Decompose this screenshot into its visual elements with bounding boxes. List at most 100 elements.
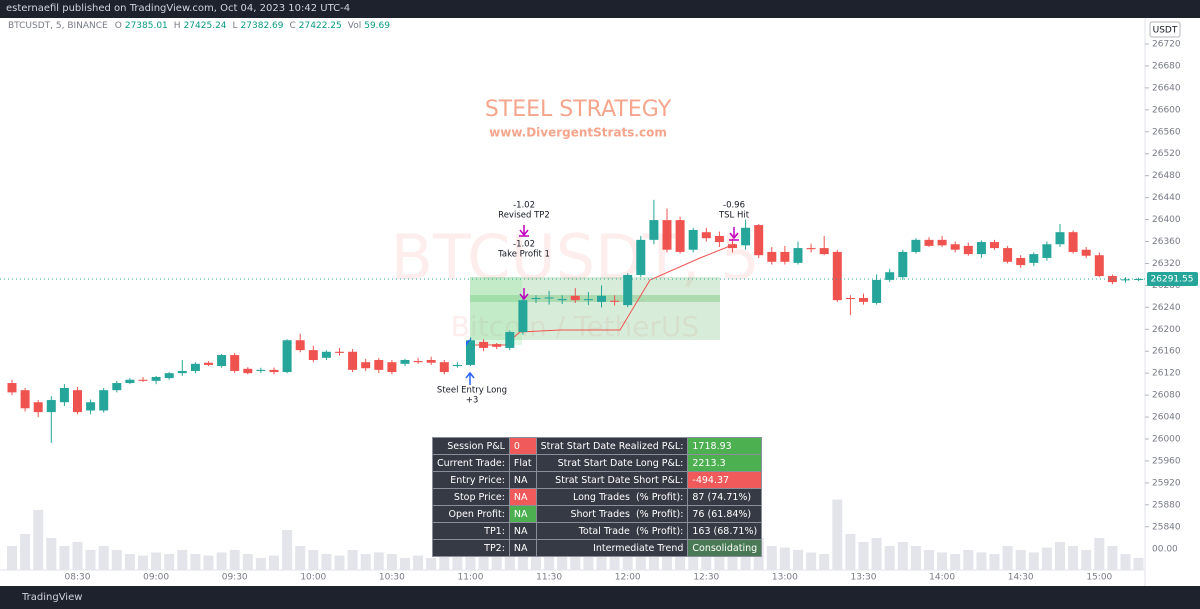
table-value: 76 (61.84%): [687, 505, 763, 523]
candle-body: [46, 400, 56, 413]
candle-body: [308, 350, 318, 360]
table-value: NA: [508, 488, 537, 506]
candle-body: [714, 236, 724, 243]
volume-bar: [242, 554, 253, 570]
volume-bar: [426, 558, 437, 570]
candle-body: [597, 295, 606, 302]
volume-bar: [386, 554, 397, 570]
volume-bar: [897, 542, 908, 570]
volume-bar: [295, 546, 306, 570]
table-label: Stop Price:: [432, 488, 510, 506]
y-tick-label: 26600: [1152, 105, 1181, 115]
volume-bar: [111, 550, 122, 570]
volume-bar: [20, 534, 31, 570]
x-tick-label: 09:30: [222, 573, 248, 583]
candle-body: [531, 298, 541, 300]
candle-body: [190, 363, 200, 371]
entry-arrow: [465, 371, 475, 385]
candle-body: [806, 248, 816, 250]
volume-bar: [334, 555, 345, 570]
y-tick-label: 26320: [1152, 259, 1181, 269]
volume-bar: [1107, 546, 1118, 570]
table-label: Entry Price:: [432, 471, 510, 489]
table-value: 163 (68.71%): [687, 522, 763, 540]
y-tick-label: 26560: [1152, 127, 1181, 137]
volume-bar: [229, 550, 240, 570]
volume-bar: [531, 546, 541, 570]
candle-body: [151, 377, 161, 381]
x-tick-label: 12:00: [615, 573, 641, 583]
candle-body: [138, 379, 148, 381]
volume-bar: [1081, 550, 1092, 570]
candle-body: [256, 369, 266, 371]
volume-bar: [177, 550, 188, 570]
candle-body: [479, 341, 489, 348]
volume-bar: [1120, 554, 1131, 570]
volume-bar: [819, 554, 830, 570]
volume-bar: [1002, 546, 1013, 570]
table-value: NA: [508, 505, 537, 523]
x-tick-label: 14:00: [929, 573, 955, 583]
x-tick-label: 08:30: [65, 573, 91, 583]
candle-body: [1094, 255, 1104, 277]
candle-body: [610, 300, 620, 302]
table-row: Entry Price: NA Strat Start Date Short P&L…: [432, 471, 763, 489]
x-tick-label: 09:00: [143, 573, 169, 583]
candle-body: [1134, 279, 1144, 281]
y-tick-label: 26120: [1152, 369, 1181, 379]
annotation-label: TSL Hit: [718, 211, 750, 221]
candle-body: [793, 248, 803, 263]
annotation-value: -1.02: [513, 240, 535, 250]
y-tick-label: 26440: [1152, 193, 1181, 203]
candle-body: [400, 359, 410, 364]
table-label: Intermediate Trend: [535, 539, 689, 557]
table-row: Current Trade: Flat Strat Start Date Long …: [432, 454, 763, 472]
x-tick-label: 14:30: [1008, 573, 1034, 583]
table-value: NA: [508, 522, 537, 540]
watermark-sub: Bitcoin / TetherUS: [451, 310, 700, 343]
volume-bar: [85, 550, 96, 570]
table-value: 0: [508, 437, 537, 455]
candle-body: [112, 383, 122, 391]
table-label: TP1:: [432, 522, 510, 540]
y-tick-label: 25880: [1152, 500, 1181, 510]
candle-body: [1042, 244, 1052, 258]
y-tick-label: 25920: [1152, 478, 1181, 488]
table-value: 87 (74.71%): [687, 488, 763, 506]
volume-bar: [1133, 558, 1144, 570]
candle-body: [99, 390, 109, 411]
table-label: Session P&L: [432, 437, 510, 455]
candle-body: [911, 239, 921, 252]
candle-body: [741, 227, 751, 246]
exit-arrow: [519, 225, 529, 237]
candle-body: [295, 340, 305, 351]
legend-value: 27425.24: [183, 21, 227, 31]
volume-bar: [347, 550, 358, 570]
table-value: NA: [508, 471, 537, 489]
annotation-label: Steel Entry Long: [437, 386, 507, 396]
y-tick-label: 26200: [1152, 325, 1181, 335]
legend-label: C: [289, 21, 296, 31]
volume-bar: [976, 552, 987, 570]
volume-bar: [989, 554, 1000, 570]
volume-bar: [46, 538, 57, 570]
candle-body: [662, 220, 672, 250]
y-tick-label: 25960: [1152, 456, 1181, 466]
volume-bar: [1094, 538, 1105, 570]
y-tick-label: 26040: [1152, 413, 1181, 423]
candle-body: [348, 351, 358, 370]
y-tick-label: 26680: [1152, 61, 1181, 71]
candle-body: [780, 251, 790, 262]
entry-marker: [466, 338, 472, 346]
candle-body: [426, 359, 436, 363]
candle-body: [583, 299, 593, 301]
table-label: TP2:: [432, 539, 510, 557]
y-tick-label: 26400: [1152, 215, 1181, 225]
candle-body: [217, 355, 227, 367]
volume-bar: [701, 550, 712, 570]
volume-bar: [1041, 547, 1052, 570]
y-tick-label: 26160: [1152, 347, 1181, 357]
table-label: Strat Start Date Short P&L:: [535, 471, 689, 489]
